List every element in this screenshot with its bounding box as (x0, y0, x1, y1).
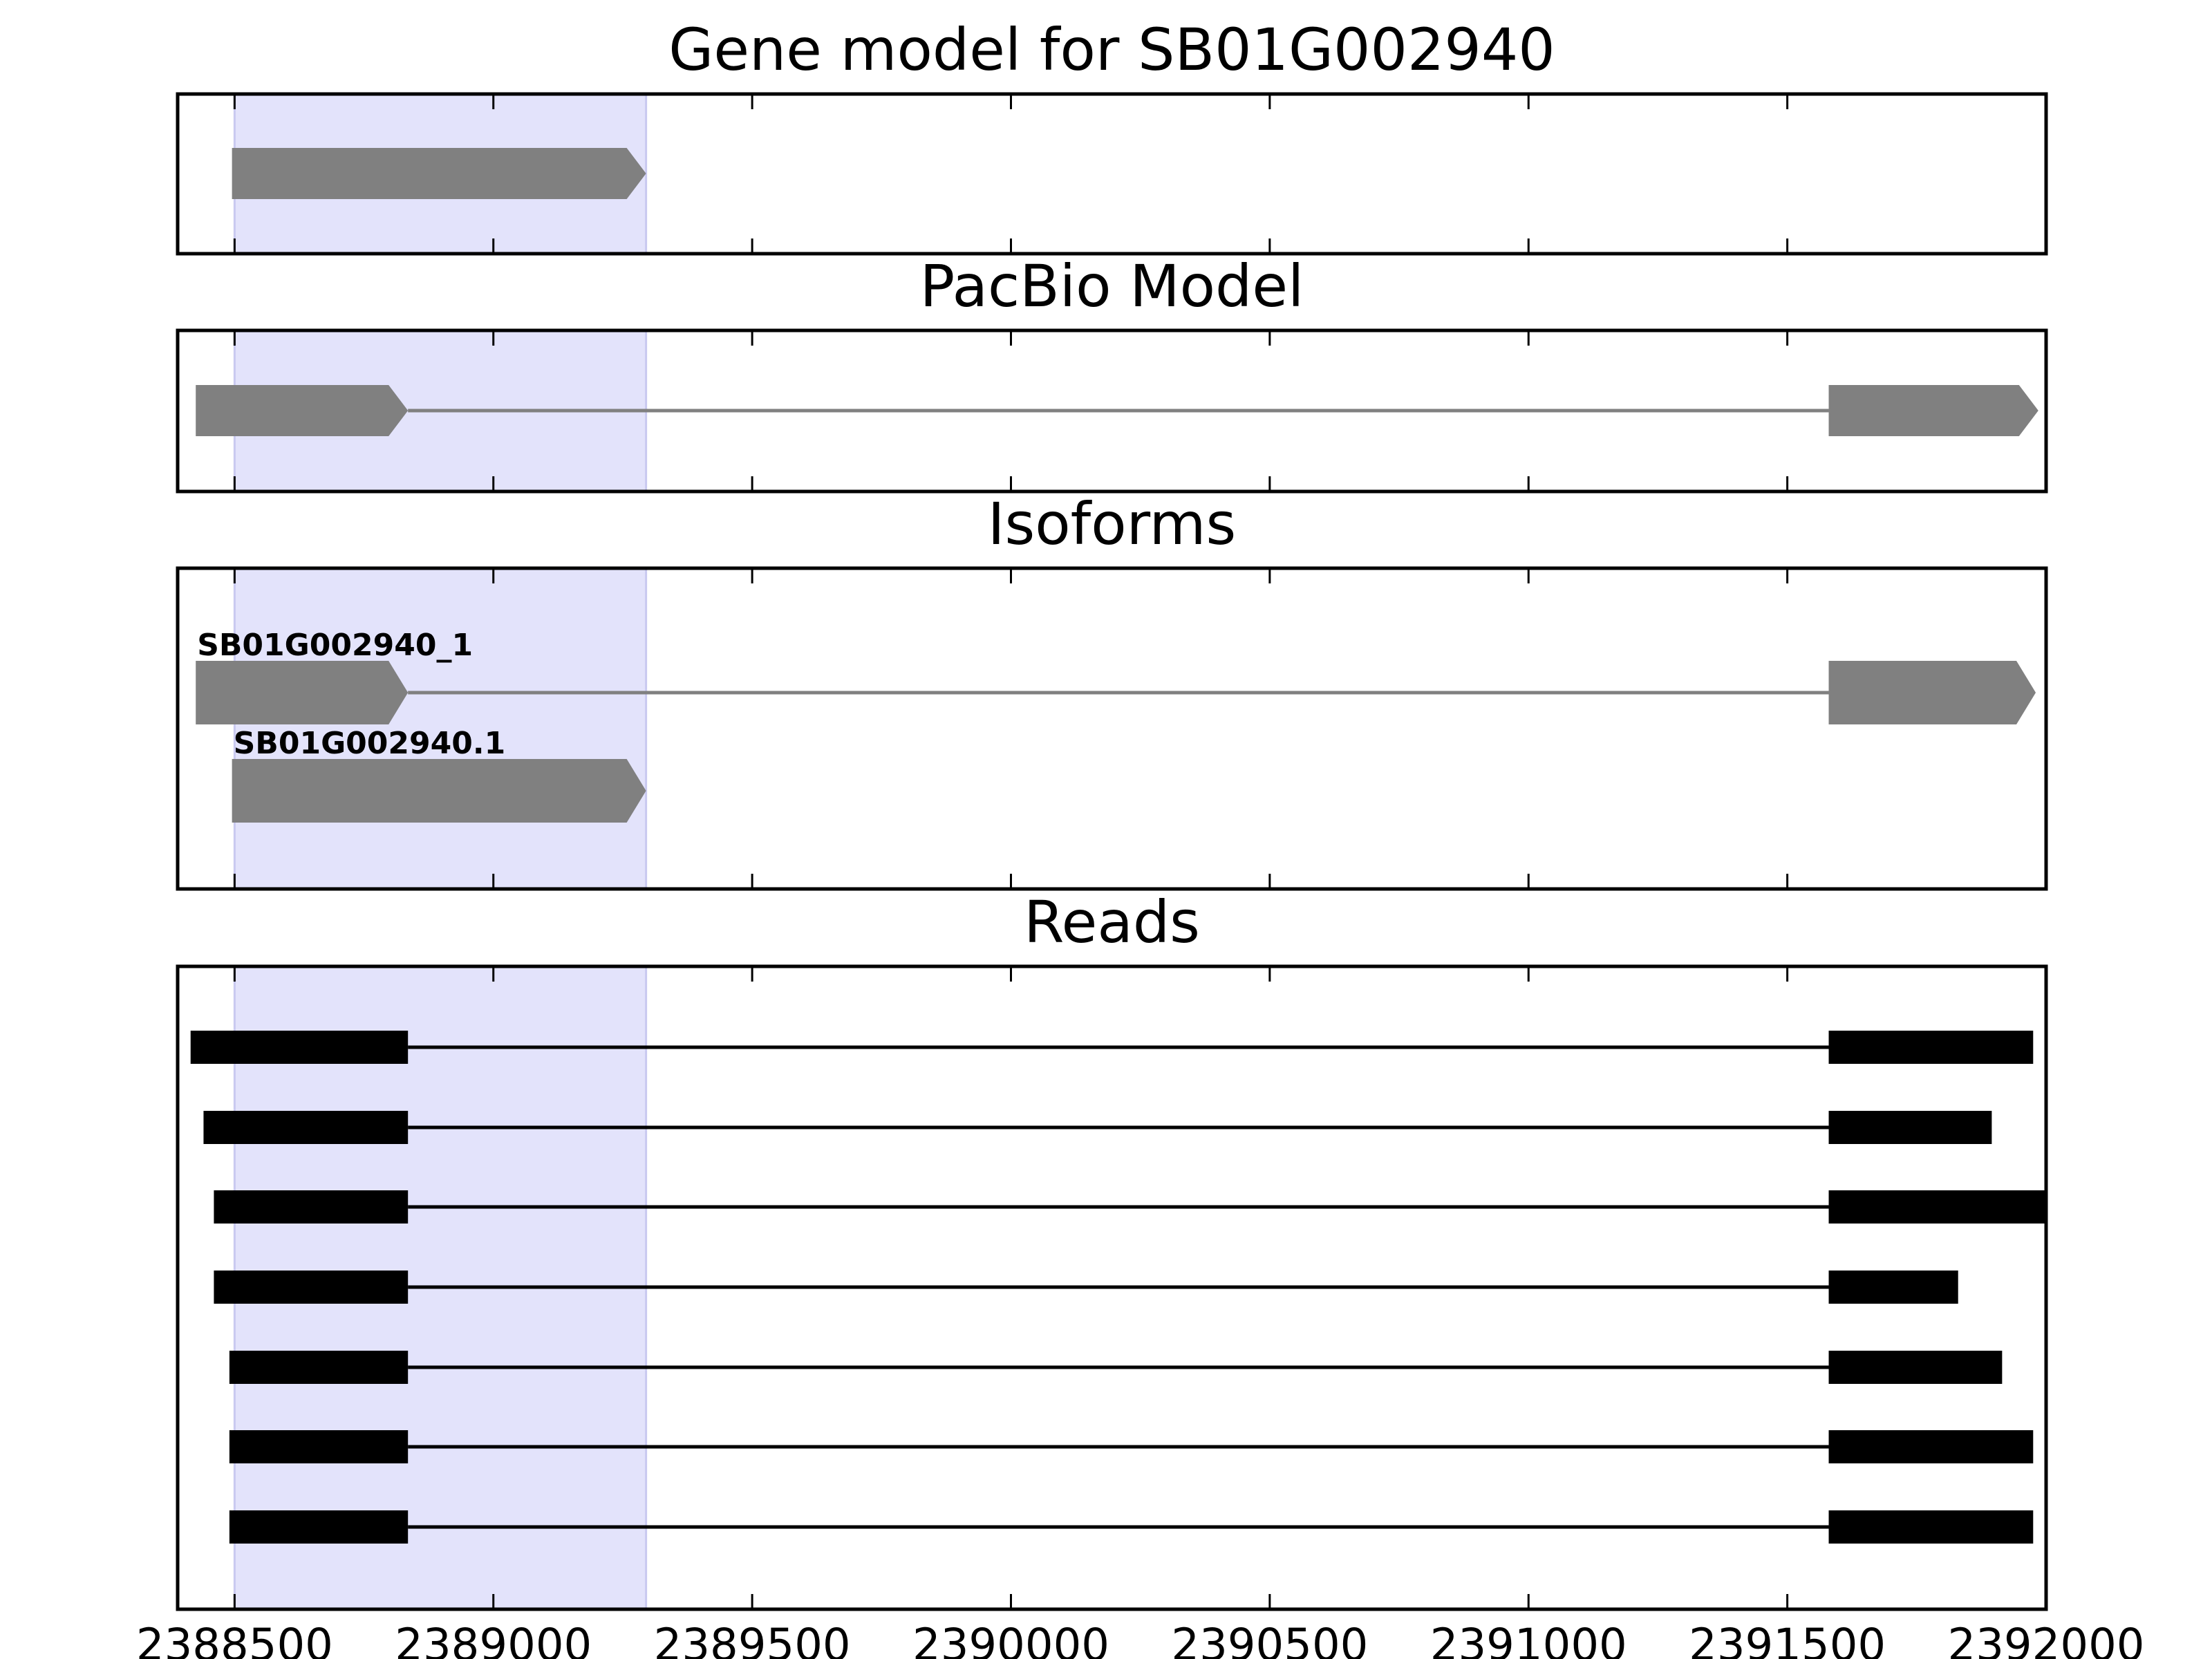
exon-arrow (196, 661, 409, 724)
exon-arrow (196, 385, 409, 436)
x-tick-label: 2390500 (1171, 1620, 1368, 1659)
isoform-track: SB01G002940.1 (232, 726, 646, 823)
read-exon (229, 1430, 409, 1463)
exon-arrow (1828, 385, 2038, 436)
isoform-track (232, 148, 646, 199)
panel-4: Reads 2388500 2389000 2389500 2390000 2390500… (136, 888, 2145, 1659)
read-exon (1828, 1271, 1958, 1304)
read-track (229, 1351, 2003, 1384)
panel-title: Reads (1024, 888, 1200, 956)
read-exon (1828, 1190, 2046, 1224)
read-exon (190, 1031, 409, 1064)
panel-frame (176, 328, 2048, 494)
panel-2: PacBio Model (176, 252, 2048, 494)
panel-frame (176, 964, 2048, 1611)
x-tick-label: 2391500 (1689, 1620, 1886, 1659)
isoform-track: SB01G002940_1 (196, 628, 2036, 724)
isoform-label: SB01G002940.1 (234, 726, 506, 761)
read-track (203, 1111, 1992, 1144)
read-exon (1828, 1031, 2034, 1064)
x-tick-label: 2390000 (912, 1620, 1109, 1659)
panel-title: Isoforms (988, 490, 1237, 558)
panel-title: PacBio Model (920, 252, 1304, 320)
x-tick-label: 2389000 (395, 1620, 592, 1659)
read-track (190, 1031, 2034, 1064)
panel-3: Isoforms SB01G002940_1 SB01G002940.1 (176, 490, 2048, 891)
read-track (214, 1271, 1958, 1304)
panel-title: Gene model for SB01G002940 (668, 16, 1555, 84)
read-track (229, 1430, 2034, 1463)
highlight-region (233, 567, 648, 890)
read-exon (229, 1510, 409, 1544)
read-exon (1828, 1351, 2003, 1384)
x-tick-label: 2388500 (136, 1620, 333, 1659)
read-track (229, 1510, 2034, 1544)
panel-frame (176, 566, 2048, 891)
read-exon (203, 1111, 409, 1144)
panel-frame (176, 92, 2048, 256)
read-exon (214, 1271, 409, 1304)
read-exon (1828, 1510, 2034, 1544)
isoform-label: SB01G002940_1 (197, 628, 473, 663)
read-track (214, 1190, 2046, 1224)
read-exon (229, 1351, 409, 1384)
isoform-track (196, 385, 2038, 436)
read-exon (1828, 1111, 1992, 1144)
read-exon (214, 1190, 409, 1224)
x-tick-label: 2389500 (654, 1620, 851, 1659)
panel-1: Gene model for SB01G002940 (176, 16, 2048, 256)
read-exon (1828, 1430, 2034, 1463)
exon-arrow (232, 759, 646, 823)
x-tick-label: 2391000 (1430, 1620, 1627, 1659)
x-tick-label: 2392000 (1947, 1620, 2144, 1659)
exon-arrow (1828, 661, 2036, 724)
exon-arrow (232, 148, 646, 199)
